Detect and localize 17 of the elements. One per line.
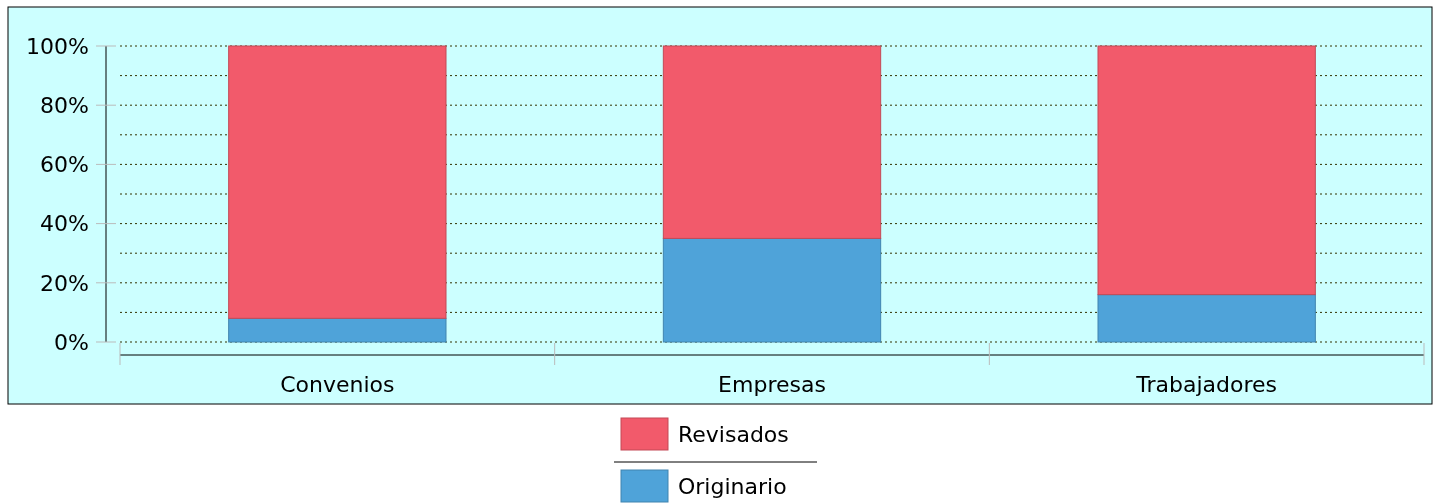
- bar: [228, 317, 447, 343]
- legend-label: Originario: [678, 473, 787, 499]
- legend-label: Revisados: [678, 421, 789, 447]
- x-tick-label: Trabajadores: [1135, 372, 1278, 397]
- y-tick-label: 60%: [40, 152, 89, 178]
- y-tick-label: 0%: [54, 329, 89, 355]
- bar: [1097, 294, 1316, 343]
- x-tick-label: Empresas: [718, 372, 826, 397]
- bar: [1097, 45, 1316, 296]
- y-tick-label: 100%: [26, 33, 89, 59]
- bar: [662, 237, 882, 343]
- y-tick-label: 20%: [40, 270, 89, 296]
- bar: [662, 45, 882, 239]
- x-tick-label: Convenios: [280, 372, 395, 397]
- y-tick-label: 40%: [40, 211, 89, 237]
- y-tick-label: 80%: [40, 92, 89, 118]
- bar: [228, 45, 447, 319]
